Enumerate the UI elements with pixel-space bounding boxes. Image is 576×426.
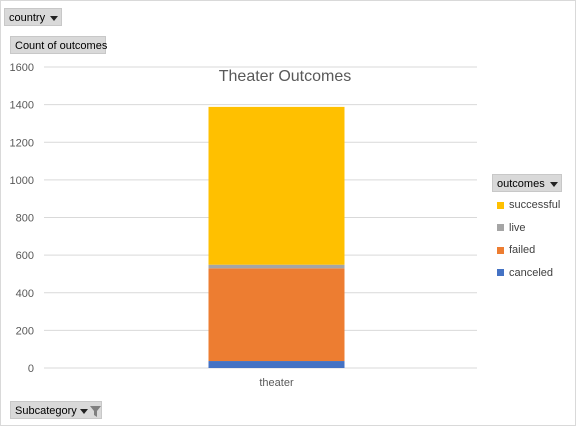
- dropdown-arrow-icon: [549, 181, 558, 187]
- legend-label: successful: [509, 199, 561, 212]
- x-axis-tick-labels: theater: [259, 377, 294, 389]
- y-tick-label: 1000: [10, 175, 34, 187]
- country-filter-button[interactable]: country: [4, 8, 62, 26]
- y-tick-label: 200: [16, 325, 34, 337]
- y-axis-tick-labels: 0 200 400 600 800 1000 1200 1400 1600: [10, 62, 34, 375]
- bar-segment-canceled[interactable]: [208, 361, 345, 368]
- dropdown-arrow-icon: [50, 15, 59, 21]
- subcategory-filter-button[interactable]: Subcategory: [10, 401, 102, 419]
- chart-legend: successful live failed canceled: [497, 194, 560, 284]
- y-tick-label: 1200: [10, 137, 34, 149]
- bar-stack: [208, 106, 345, 368]
- outcomes-legend-filter-button[interactable]: outcomes: [492, 174, 562, 192]
- bar-segment-failed[interactable]: [208, 268, 345, 362]
- chart-title: Theater Outcomes: [219, 68, 352, 85]
- count-of-outcomes-label: Count of outcomes: [15, 40, 108, 52]
- legend-item-successful: successful: [497, 194, 560, 217]
- bar-segment-successful[interactable]: [208, 106, 345, 265]
- y-tick-label: 0: [28, 363, 34, 375]
- y-tick-label: 1600: [10, 62, 34, 74]
- legend-item-live: live: [497, 217, 560, 240]
- legend-item-failed: failed: [497, 239, 560, 262]
- y-tick-label: 600: [16, 250, 34, 262]
- bar-segment-live[interactable]: [208, 264, 345, 269]
- legend-item-canceled: canceled: [497, 262, 560, 285]
- y-tick-label: 1400: [10, 100, 34, 112]
- x-tick-label: theater: [259, 377, 294, 389]
- legend-swatch: [497, 201, 504, 209]
- y-tick-label: 400: [16, 288, 34, 300]
- legend-swatch: [497, 246, 504, 254]
- legend-label: failed: [509, 244, 536, 257]
- filter-funnel-icon: [89, 405, 101, 417]
- country-filter-label: country: [9, 12, 46, 24]
- legend-label: live: [509, 221, 526, 234]
- outcomes-filter-label: outcomes: [497, 178, 545, 190]
- legend-label: canceled: [509, 266, 554, 279]
- y-tick-label: 800: [16, 213, 34, 225]
- count-of-outcomes-field-button[interactable]: Count of outcomes: [10, 36, 108, 54]
- dropdown-arrow-icon: [79, 408, 88, 414]
- legend-swatch: [497, 269, 504, 277]
- legend-swatch: [497, 224, 504, 232]
- subcategory-filter-label: Subcategory: [15, 405, 77, 417]
